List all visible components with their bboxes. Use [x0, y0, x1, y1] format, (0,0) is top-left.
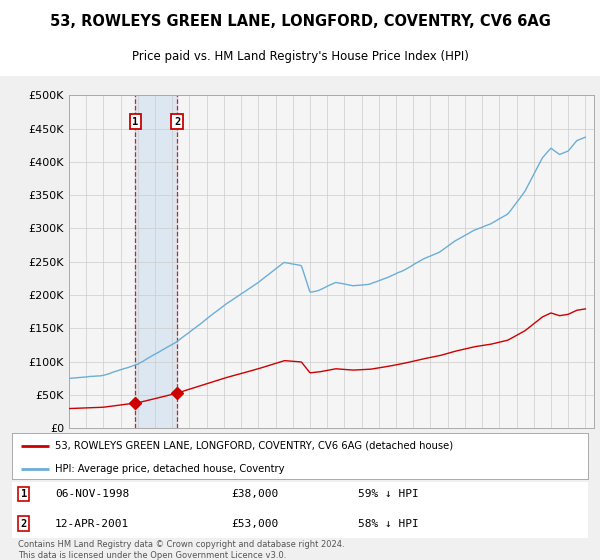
Text: 2: 2	[174, 117, 180, 127]
Text: £53,000: £53,000	[231, 519, 278, 529]
Text: 59% ↓ HPI: 59% ↓ HPI	[358, 489, 418, 499]
Text: HPI: Average price, detached house, Coventry: HPI: Average price, detached house, Cove…	[55, 464, 285, 474]
Text: 53, ROWLEYS GREEN LANE, LONGFORD, COVENTRY, CV6 6AG (detached house): 53, ROWLEYS GREEN LANE, LONGFORD, COVENT…	[55, 441, 454, 451]
Text: 1: 1	[132, 117, 139, 127]
Text: 06-NOV-1998: 06-NOV-1998	[55, 489, 130, 499]
Text: Price paid vs. HM Land Registry's House Price Index (HPI): Price paid vs. HM Land Registry's House …	[131, 50, 469, 63]
Text: 58% ↓ HPI: 58% ↓ HPI	[358, 519, 418, 529]
Text: £38,000: £38,000	[231, 489, 278, 499]
Text: 1: 1	[20, 489, 27, 499]
Text: 12-APR-2001: 12-APR-2001	[55, 519, 130, 529]
Bar	[135, 95, 177, 428]
Text: Contains HM Land Registry data © Crown copyright and database right 2024.
This d: Contains HM Land Registry data © Crown c…	[18, 540, 344, 560]
Text: 2: 2	[20, 519, 27, 529]
Text: 53, ROWLEYS GREEN LANE, LONGFORD, COVENTRY, CV6 6AG: 53, ROWLEYS GREEN LANE, LONGFORD, COVENT…	[50, 13, 550, 29]
